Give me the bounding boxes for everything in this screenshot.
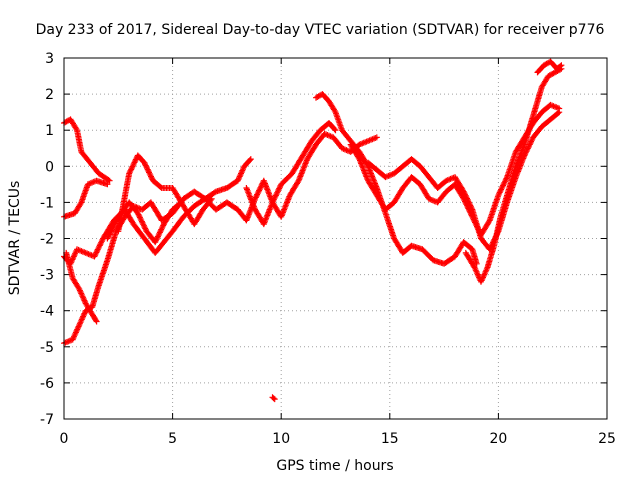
data-point	[558, 62, 565, 69]
data-point	[93, 318, 100, 325]
data-point	[177, 200, 184, 207]
data-point	[105, 176, 112, 183]
x-tick-label: 25	[598, 431, 616, 447]
series-track-1	[61, 116, 113, 184]
y-axis-label: SDTVAR / TECUs	[7, 181, 23, 296]
x-axis-label: GPS time / hours	[276, 458, 393, 474]
x-tick-label: 10	[272, 431, 290, 447]
data-point	[208, 195, 215, 202]
data-point	[104, 181, 111, 188]
series-track-2	[61, 177, 111, 220]
ticks: -7 -6 -5 -4 -3 -2 -1 0 1 2 3 0 5 10 15 20 25	[40, 51, 616, 447]
y-tick-label: 3	[45, 51, 54, 67]
data-point	[551, 103, 558, 110]
data-point	[332, 127, 339, 134]
y-tick-label: -4	[40, 304, 54, 320]
x-tick-label: 5	[168, 431, 177, 447]
data-point	[92, 317, 99, 324]
x-tick-label: 20	[489, 431, 507, 447]
series-track-13	[462, 65, 565, 285]
data-point	[271, 396, 278, 403]
data-point	[272, 193, 279, 200]
data-point	[109, 226, 116, 232]
series-track-14	[534, 58, 565, 76]
data-point	[331, 107, 338, 114]
data-point	[373, 134, 380, 141]
y-tick-label: 1	[45, 123, 54, 139]
data-point	[499, 183, 506, 190]
data-point	[557, 63, 564, 70]
series-track-5	[63, 249, 100, 325]
data-point	[127, 167, 134, 174]
data-point	[331, 126, 338, 133]
y-tick-label: -1	[40, 195, 54, 211]
x-tick-label: 0	[60, 431, 69, 447]
data-point	[207, 197, 214, 203]
chart-title: Day 233 of 2017, Sidereal Day-to-day VTE…	[36, 22, 605, 38]
data-points	[61, 58, 565, 403]
data-point	[246, 157, 253, 164]
y-tick-label: -5	[40, 340, 54, 356]
plot-frame	[63, 57, 608, 420]
x-tick-label: 15	[381, 431, 399, 447]
series-track-7	[104, 199, 185, 246]
data-point	[107, 228, 114, 235]
data-point	[555, 110, 562, 117]
y-tick-label: 2	[45, 87, 54, 103]
series-track-9	[243, 120, 339, 228]
y-tick-label: -3	[40, 268, 54, 284]
y-tick-label: 0	[45, 159, 54, 175]
data-point	[556, 109, 563, 116]
series-outlier	[269, 394, 278, 403]
data-point	[91, 253, 98, 260]
data-point	[106, 177, 113, 184]
data-point	[178, 199, 185, 206]
data-point	[247, 156, 254, 163]
series-track-8	[234, 130, 380, 224]
y-tick-label: -6	[40, 376, 54, 392]
data-point	[270, 395, 277, 402]
y-tick-label: -7	[40, 412, 54, 428]
data-point	[106, 231, 113, 238]
y-tick-label: -2	[40, 232, 54, 248]
